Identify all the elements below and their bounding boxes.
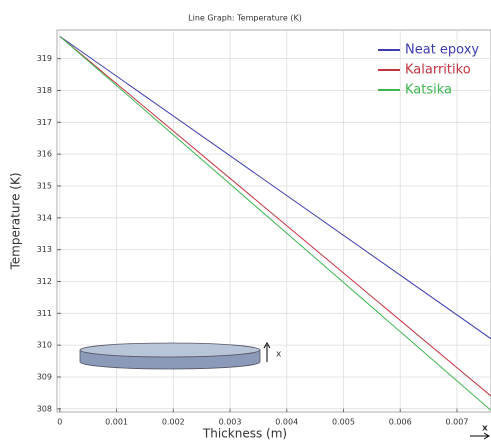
- disk-top: [79, 342, 261, 358]
- y-tick-label: 318: [37, 86, 52, 95]
- y-tick-label: 308: [37, 404, 52, 413]
- y-tick-label: 316: [37, 150, 52, 159]
- data-line: [59, 35, 491, 397]
- legend: Neat epoxy Kalarritiko Katsika: [378, 43, 479, 98]
- legend-label: Kalarritiko: [405, 63, 471, 78]
- x-tick-label: 0.002: [162, 418, 185, 427]
- y-tick-label: 315: [37, 181, 52, 190]
- x-tick-label: 0: [57, 418, 62, 427]
- x-arrow-head: [483, 432, 490, 440]
- y-tick-label: 310: [37, 341, 52, 350]
- legend-label: Katsika: [405, 83, 452, 98]
- x-tick-label: 0.003: [219, 418, 242, 427]
- x-axis-label: Thickness (m): [202, 427, 287, 441]
- legend-label: Neat epoxy: [405, 43, 479, 58]
- y-tick-label: 314: [37, 213, 52, 222]
- x-tick-label: 0.005: [332, 418, 355, 427]
- disk-illustration: x: [79, 342, 282, 370]
- axes: 0 0.001 0.002 0.003 0.004 0.005 0.006 0.007 308 3…: [37, 30, 491, 427]
- y-axis-label: Temperature (K): [9, 172, 23, 270]
- x-tick-label: 0.006: [389, 418, 412, 427]
- y-tick-label: 317: [37, 118, 52, 127]
- y-tick-label: 309: [37, 372, 52, 381]
- y-tick-label: 311: [37, 309, 52, 318]
- y-tick-label: 312: [37, 277, 52, 286]
- disk-label: x: [276, 350, 282, 360]
- x-tick-label: 0.007: [446, 418, 469, 427]
- axis-arrow: x: [470, 424, 490, 440]
- data-line: [59, 35, 491, 340]
- chart-title: Line Graph: Temperature (K): [188, 14, 302, 23]
- y-tick-label: 319: [37, 54, 52, 63]
- y-tick-label: 313: [37, 245, 52, 254]
- disk-arrow-head: [263, 342, 271, 349]
- x-arrow-label: x: [482, 424, 488, 434]
- data-line: [59, 35, 491, 411]
- x-tick-label: 0.001: [105, 418, 128, 427]
- x-tick-label: 0.004: [275, 418, 298, 427]
